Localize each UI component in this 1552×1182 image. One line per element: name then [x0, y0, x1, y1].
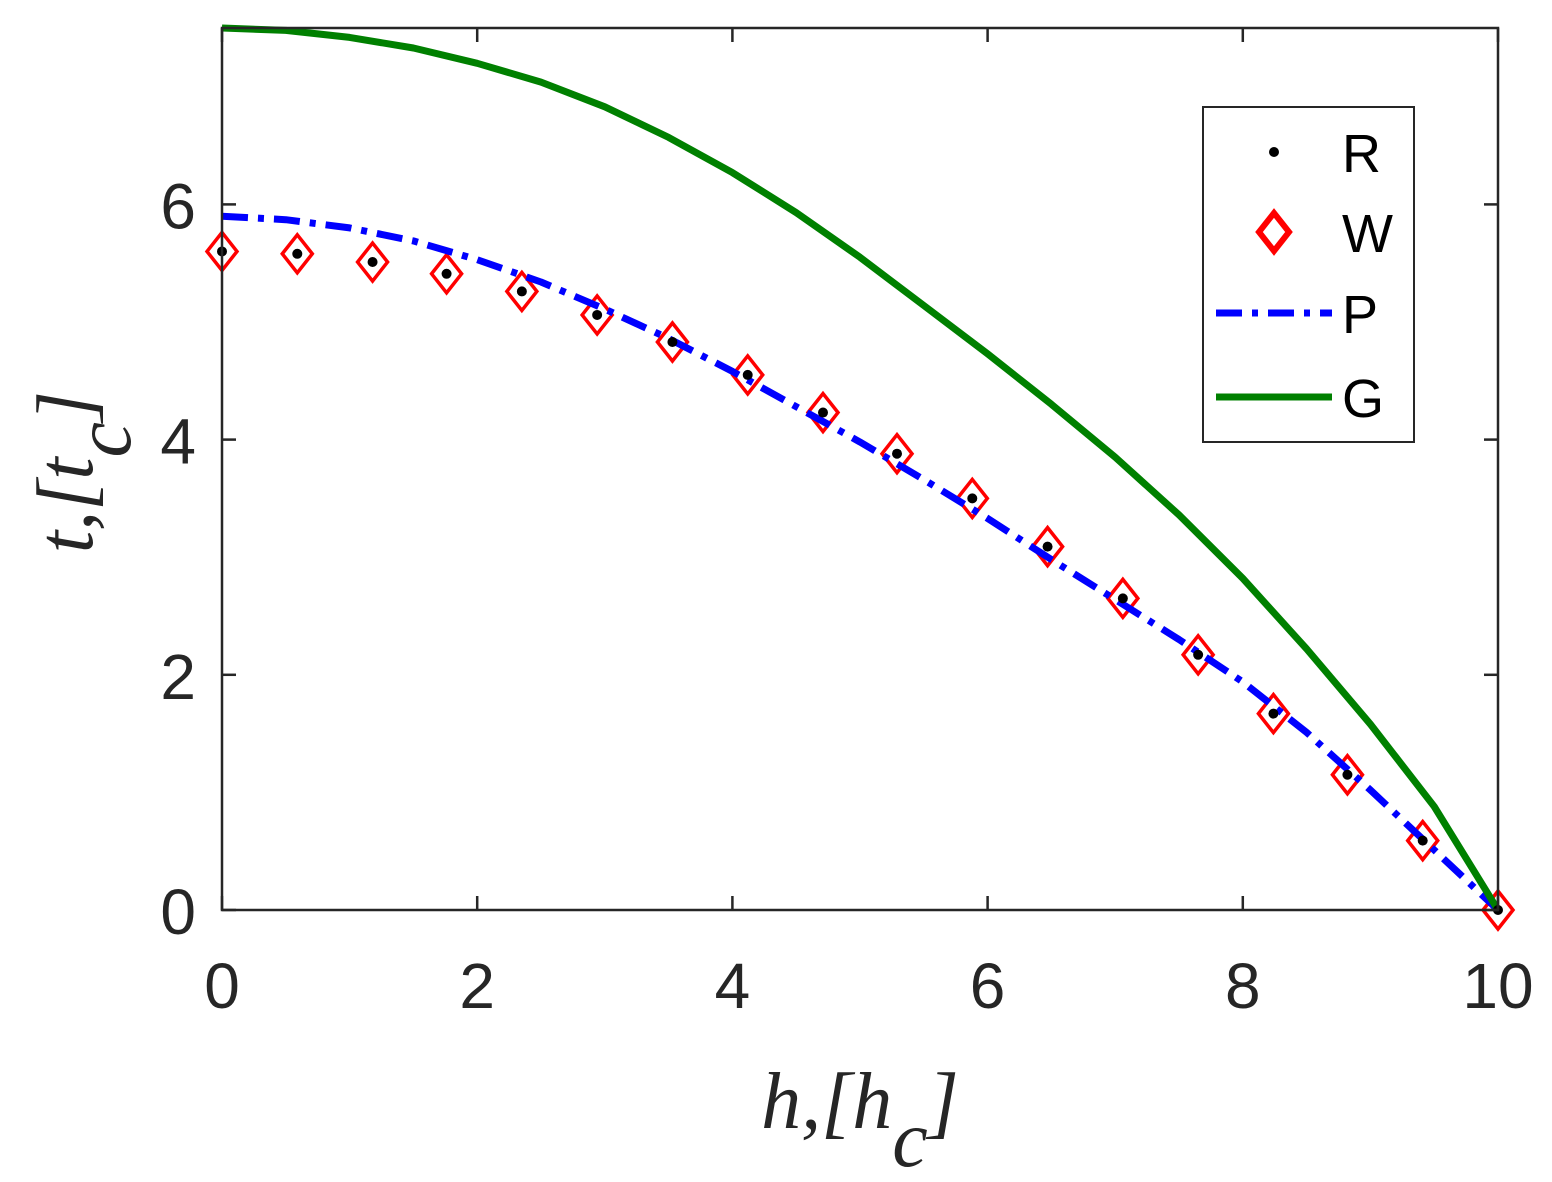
series-point-W: [805, 390, 841, 435]
series-point-R: [742, 369, 753, 380]
legend-item-P: P: [1216, 285, 1378, 345]
series-point-R: [817, 407, 828, 418]
x-tick-label: 8: [1225, 950, 1261, 1022]
series-point-W: [1330, 752, 1365, 797]
series-point-R: [1268, 708, 1279, 719]
axes-box: [220, 26, 1500, 912]
legend-marker-W: [1255, 208, 1293, 256]
axes-layer: 0 2 4 6 8 10 0 2 4 6: [160, 26, 1534, 1022]
series-point-R: [516, 286, 527, 297]
legend-item-W: W: [1255, 204, 1393, 264]
series-point-W: [504, 269, 540, 314]
series-point-W: [1105, 576, 1141, 621]
x-tick-label: 10: [1462, 950, 1533, 1022]
series-point-W: [955, 476, 990, 521]
legend-box: [1202, 106, 1415, 443]
x-tick-label: 4: [715, 950, 751, 1022]
series-point-W: [1180, 632, 1216, 677]
series-point-R: [292, 248, 303, 259]
axis-labels: h,[hc] t,[tc]: [22, 391, 959, 1182]
series-point-R: [1117, 593, 1128, 604]
series-R: [217, 246, 1503, 915]
series-G: [221, 24, 1501, 912]
series-point-R: [592, 309, 603, 320]
y-tick-label: 6: [160, 170, 196, 242]
series-point-W: [730, 353, 765, 397]
series-point-R: [1042, 541, 1053, 552]
legend-label-W: W: [1342, 204, 1393, 264]
series-point-W: [1030, 524, 1065, 569]
series-point-W: [579, 293, 615, 337]
series-point-R: [667, 336, 678, 347]
legend-item-R: R: [1269, 124, 1381, 184]
series-point-R: [1193, 649, 1204, 660]
x-axis-label: h,[hc]: [761, 1058, 959, 1182]
series-point-W: [879, 431, 915, 476]
series-point-R: [1342, 769, 1353, 780]
series-point-W: [280, 231, 315, 276]
series-point-W: [429, 251, 464, 296]
series-point-W: [355, 240, 390, 284]
y-axis-label: t,[tc]: [22, 391, 148, 553]
y-tick-label: 2: [160, 641, 196, 713]
series-point-R: [892, 448, 903, 459]
y-tick-label: 0: [160, 876, 196, 948]
legend-label-R: R: [1342, 124, 1381, 184]
series-point-R: [441, 268, 452, 279]
legend-label-G: G: [1342, 369, 1384, 429]
x-tick-label: 6: [970, 950, 1006, 1022]
series-point-R: [1417, 835, 1428, 846]
x-tick-label: 2: [459, 950, 495, 1022]
x-tick-label: 0: [204, 950, 240, 1022]
series-P: [221, 212, 1501, 913]
y-tick-label: 4: [160, 406, 196, 478]
series-point-W: [1256, 691, 1291, 736]
series-line-G: [221, 24, 1501, 912]
series-point-R: [967, 493, 978, 504]
legend-item-G: G: [1216, 369, 1384, 429]
series-layer: [204, 24, 1516, 932]
series-point-W: [655, 320, 690, 364]
legend-label-P: P: [1342, 285, 1378, 345]
legend-marker-R: [1269, 147, 1279, 157]
series-point-R: [367, 257, 378, 268]
series-line-P: [221, 212, 1501, 913]
